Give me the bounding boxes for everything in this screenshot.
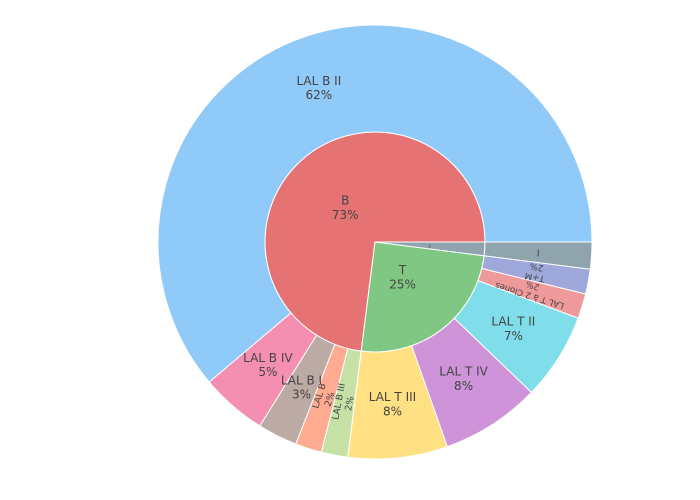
segment-name: I	[536, 247, 539, 258]
segment-label: I	[429, 242, 431, 249]
segment-label: LAL B I3%	[281, 373, 322, 401]
segment-name: LAL B II	[296, 74, 341, 88]
segment-name: LAL T III	[369, 390, 416, 404]
segment-label: LAL T IV8%	[439, 365, 488, 393]
segment-name: T+M	[524, 270, 546, 284]
segment-value: 62%	[305, 88, 332, 102]
segment-value: 2%	[529, 260, 544, 272]
segment-label: I	[536, 247, 539, 258]
segment-value: 8%	[383, 404, 402, 418]
segment-value: 2%	[525, 278, 541, 292]
segment-value: 2%	[343, 395, 357, 412]
segment-name: LAL T IV	[439, 365, 488, 379]
segment-name: I	[429, 242, 431, 249]
segment-name: LAL T II	[491, 314, 535, 328]
segment-value: 8%	[454, 379, 473, 393]
segment-value: 2%	[323, 390, 338, 408]
segment-value: 7%	[504, 329, 523, 343]
outer-segment	[483, 241, 593, 270]
segment-value: 25%	[389, 277, 416, 291]
segment-value: 5%	[258, 365, 277, 379]
segment-name: LAL B I	[281, 373, 322, 387]
segment-label: LAL B IV5%	[243, 351, 293, 379]
segment-label: B73%	[332, 194, 359, 222]
segment-label: T+M2%	[524, 260, 546, 284]
segment-label: T25%	[389, 263, 416, 291]
segment-name: T	[398, 263, 407, 277]
segment-value: 3%	[292, 388, 311, 402]
segment-name: B	[341, 194, 349, 208]
outer-segment	[157, 24, 593, 383]
segment-label: LAL T II7%	[491, 314, 535, 342]
segment-name: LAL B IV	[243, 351, 293, 365]
segment-value: 73%	[332, 208, 359, 222]
